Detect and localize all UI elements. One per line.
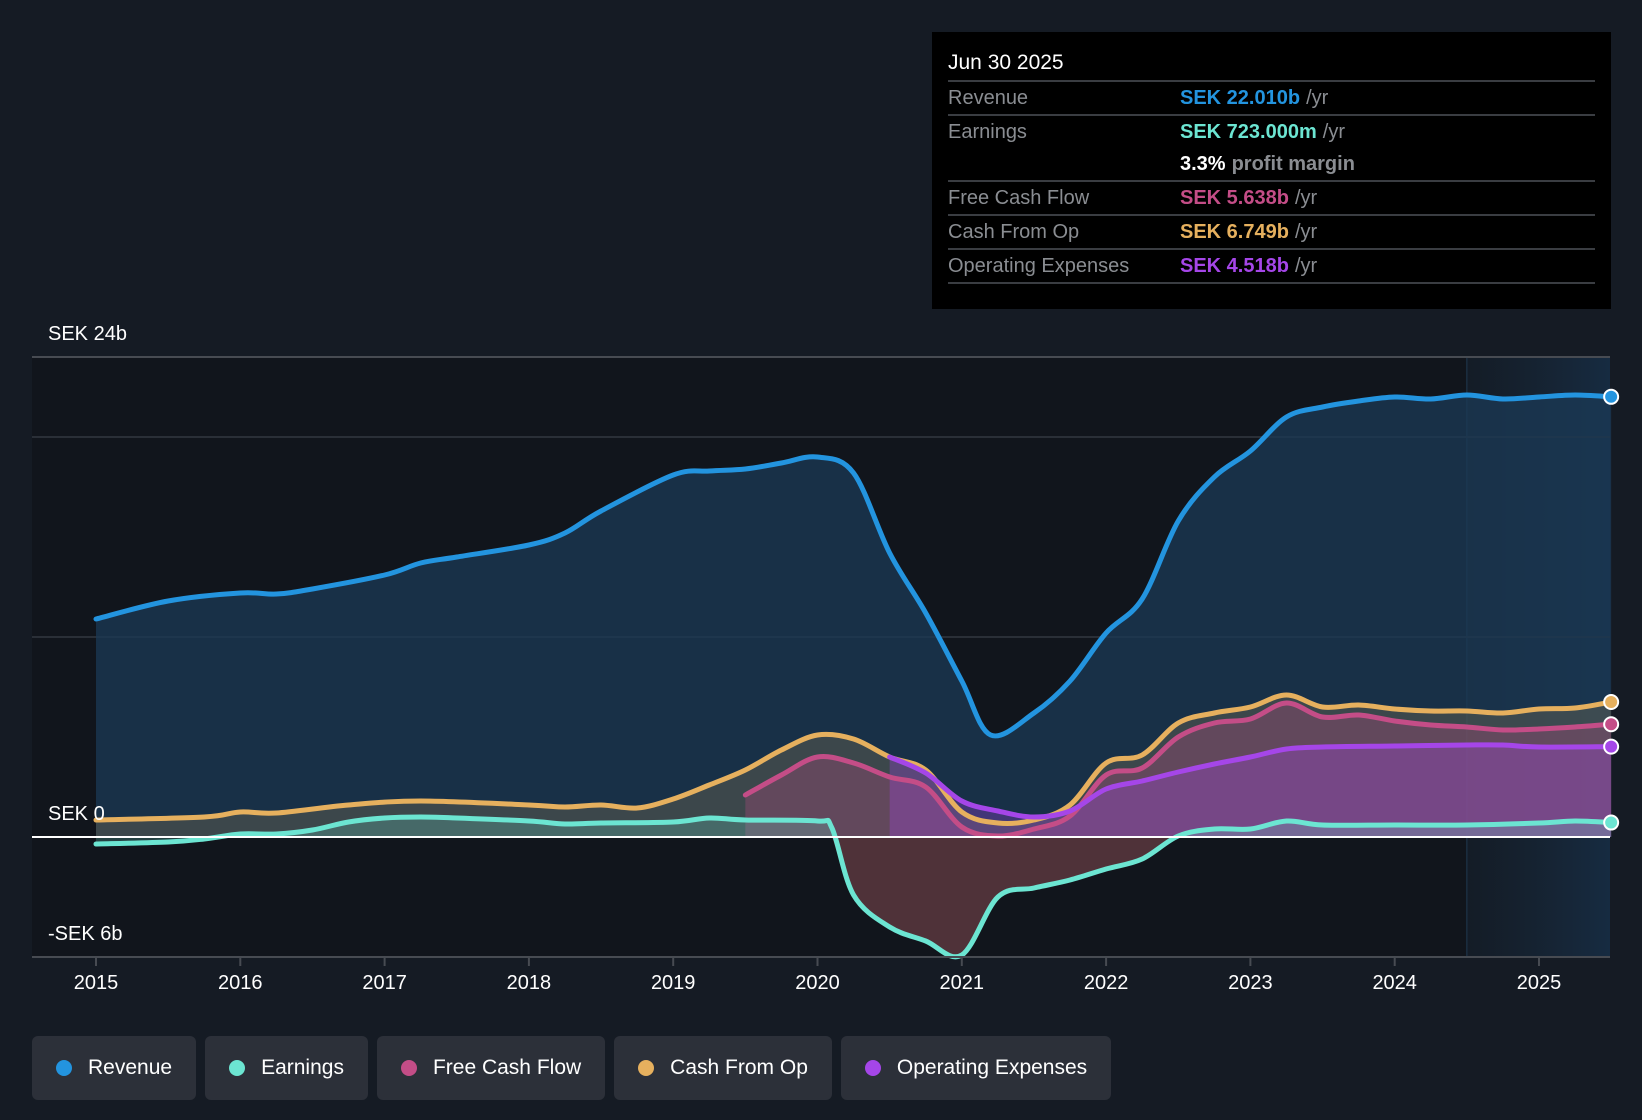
legend-label: Free Cash Flow — [432, 1056, 582, 1079]
tooltip-value: SEK 4.518b — [1180, 255, 1289, 277]
tooltip-value: 3.3% — [1180, 153, 1226, 175]
x-tick-label: 2019 — [651, 972, 696, 994]
tooltip-label: Operating Expenses — [948, 255, 1130, 277]
earnings-dot-icon — [229, 1060, 246, 1076]
legend-label: Earnings — [261, 1056, 344, 1079]
x-tick-label: 2025 — [1517, 972, 1562, 994]
tooltip-value: SEK 723.000m — [1180, 121, 1317, 143]
legend-item-operating-expenses[interactable]: Operating Expenses — [840, 1036, 1112, 1100]
revenue-line — [93, 392, 1614, 739]
revenue-area — [96, 394, 1612, 837]
cash-from-op-line — [93, 692, 1614, 827]
x-tick-label: 2024 — [1372, 972, 1417, 994]
x-tick-label: 2022 — [1084, 972, 1129, 994]
tooltip-value: SEK 5.638b — [1180, 187, 1289, 209]
tooltip-unit: /yr — [1294, 187, 1318, 209]
tooltip-label: Cash From Op — [948, 221, 1080, 243]
tooltip-label: Revenue — [948, 87, 1029, 109]
x-tick-label: 2020 — [795, 972, 840, 994]
cash-from-op-area — [96, 695, 1612, 837]
free-cash-flow-dot-icon — [400, 1060, 417, 1076]
x-tick-label: 2017 — [362, 972, 407, 994]
legend-label: Operating Expenses — [896, 1056, 1088, 1079]
free-cash-flow-endpoint[interactable] — [1603, 716, 1620, 733]
tooltip-row-free-cash-flow: Free Cash Flow SEK 5.638b /yr — [948, 182, 1595, 216]
earnings-line — [93, 814, 1614, 960]
tooltip-date: Jun 30 2025 — [948, 46, 1595, 82]
tooltip-label: Earnings — [948, 121, 1027, 143]
legend: Revenue Earnings Free Cash Flow Cash Fro… — [32, 1036, 1112, 1100]
legend-item-free-cash-flow[interactable]: Free Cash Flow — [376, 1036, 606, 1100]
x-tick-label: 2015 — [74, 972, 119, 994]
earnings-negative-area — [831, 837, 1179, 957]
x-tick-label: 2016 — [218, 972, 263, 994]
free-cash-flow-line — [742, 700, 1614, 839]
tooltip-value: SEK 22.010b — [1180, 87, 1301, 109]
tooltip-row-cash-from-op: Cash From Op SEK 6.749b /yr — [948, 216, 1595, 250]
chart: SEK 24b SEK 0 -SEK 6b 2015 2016 2017 2018 2019… — [32, 323, 1620, 994]
tooltip-unit: /yr — [1306, 87, 1329, 109]
x-tick-label: 2021 — [940, 972, 985, 994]
tooltip-label: Free Cash Flow — [948, 187, 1090, 209]
y-axis-label: -SEK 6b — [48, 923, 122, 945]
legend-item-earnings[interactable]: Earnings — [205, 1036, 368, 1100]
tooltip-unit: /yr — [1322, 121, 1345, 143]
tooltip: Jun 30 2025 Revenue SEK 22.010b /yr Earn… — [932, 32, 1611, 309]
operating-expenses-endpoint[interactable] — [1603, 738, 1620, 755]
x-tick-label: 2018 — [507, 972, 552, 994]
legend-label: Revenue — [88, 1056, 173, 1079]
legend-label: Cash From Op — [670, 1056, 808, 1079]
revenue-dot-icon — [56, 1060, 72, 1076]
tooltip-row-revenue: Revenue SEK 22.010b /yr — [948, 82, 1595, 116]
earnings-endpoint[interactable] — [1603, 814, 1620, 831]
tooltip-value: SEK 6.749b — [1180, 221, 1289, 243]
revenue-endpoint[interactable] — [1603, 388, 1620, 405]
x-tick-label: 2023 — [1228, 972, 1273, 994]
operating-expenses-line — [887, 742, 1614, 820]
tooltip-row-operating-expenses: Operating Expenses SEK 4.518b /yr — [948, 250, 1595, 284]
tooltip-unit: profit margin — [1231, 153, 1355, 175]
tooltip-unit: /yr — [1294, 255, 1318, 277]
legend-item-revenue[interactable]: Revenue — [32, 1036, 197, 1100]
cash-from-op-endpoint[interactable] — [1603, 694, 1620, 711]
cash-from-op-dot-icon — [638, 1060, 655, 1076]
legend-item-cash-from-op[interactable]: Cash From Op — [614, 1036, 832, 1100]
operating-expenses-dot-icon — [864, 1060, 881, 1076]
tooltip-unit: /yr — [1294, 221, 1318, 243]
y-axis-label: SEK 0 — [48, 803, 105, 825]
tooltip-label — [948, 148, 1180, 180]
tooltip-row-profit-margin: 3.3% profit margin — [948, 148, 1595, 182]
tooltip-row-earnings: Earnings SEK 723.000m /yr — [948, 116, 1595, 148]
y-axis-label: SEK 24b — [48, 323, 127, 345]
